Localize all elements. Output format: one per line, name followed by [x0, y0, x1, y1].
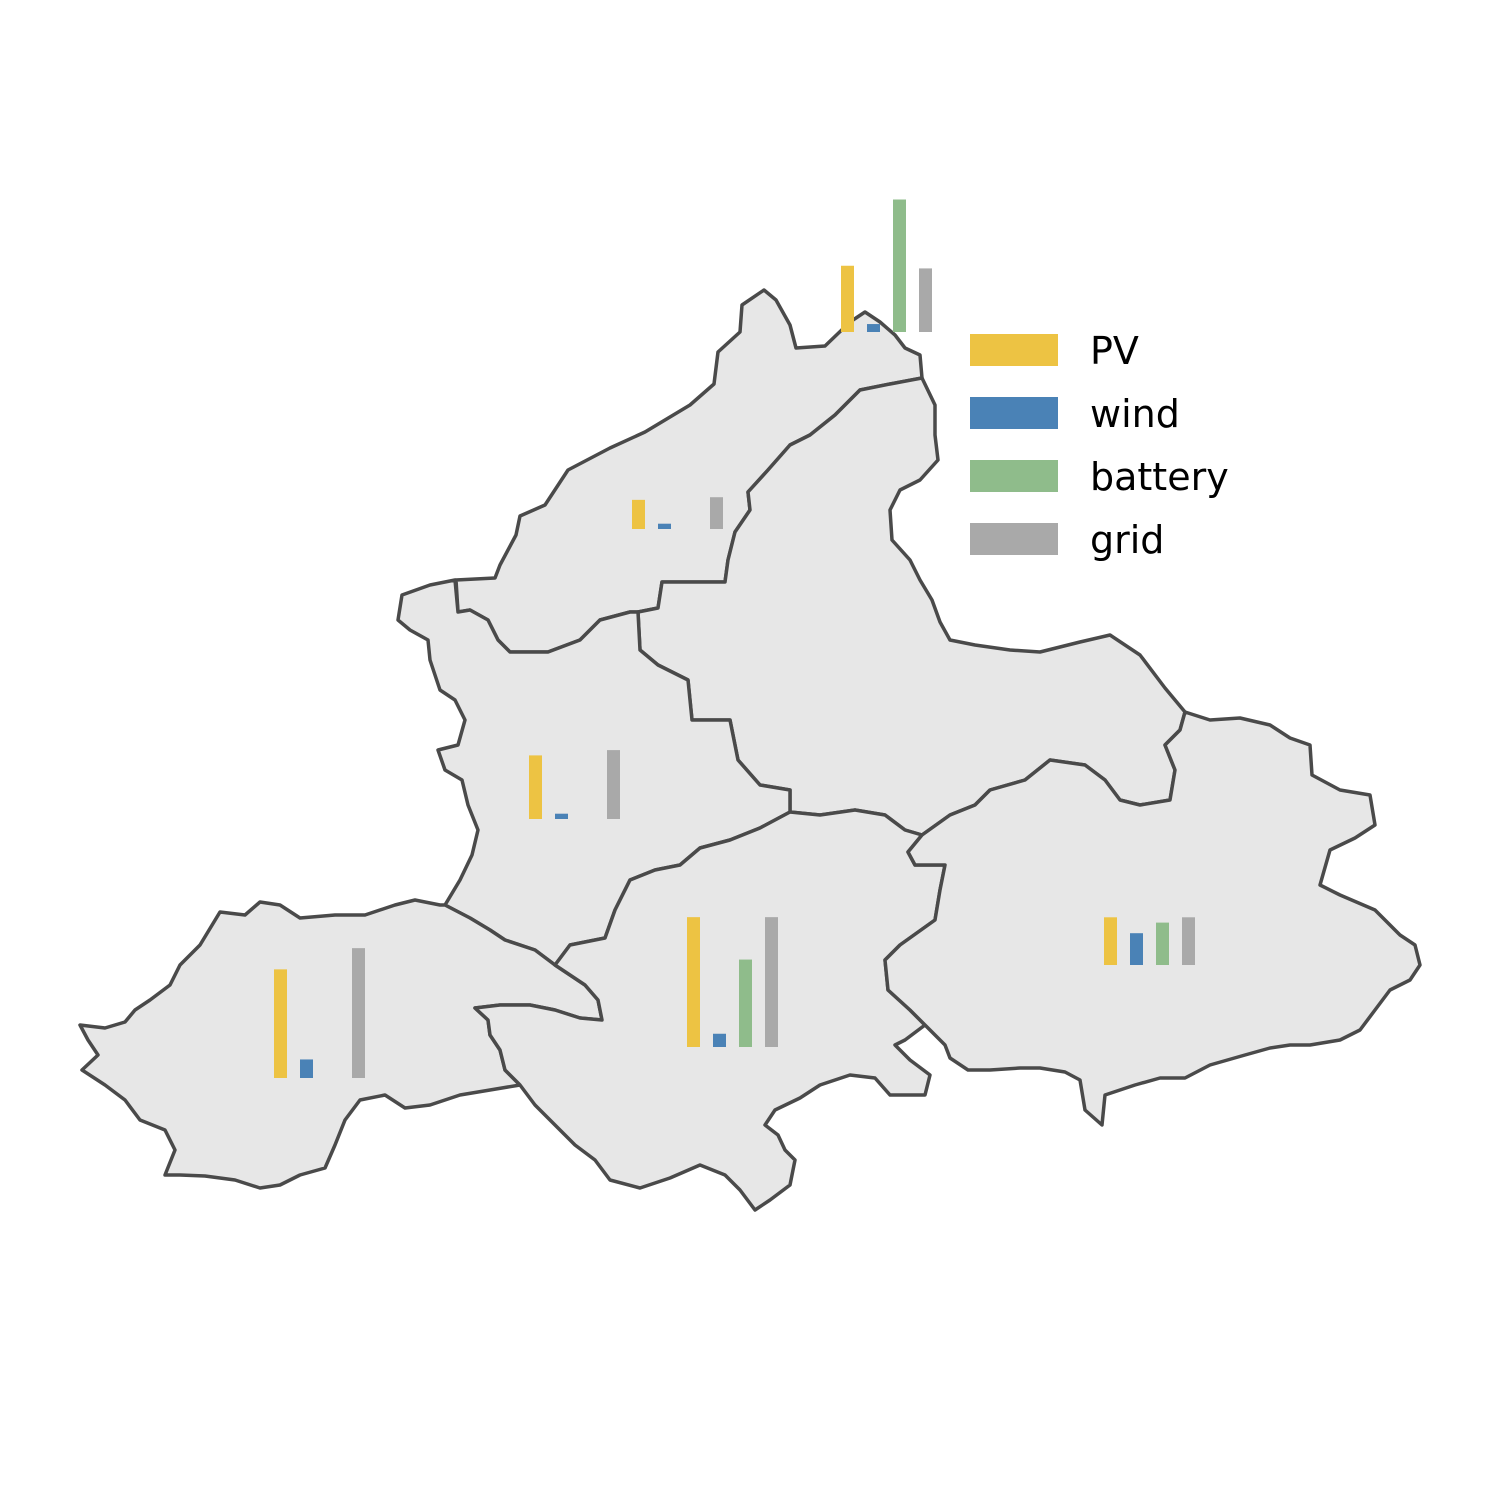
bar-south-central-pv [687, 917, 700, 1047]
bar-north-grid [710, 497, 723, 529]
legend: PV wind battery grid [970, 329, 1229, 562]
bar-east-battery [1156, 922, 1169, 965]
legend-label-wind: wind [1090, 392, 1180, 436]
legend-swatch-wind [970, 397, 1058, 429]
bar-south-central-grid [765, 917, 778, 1047]
bar-southwest-grid [352, 948, 365, 1078]
bar-central-west-grid [607, 750, 620, 819]
bar-central-west-wind [555, 813, 568, 819]
legend-label-pv: PV [1090, 329, 1139, 373]
bar-south-central-battery [739, 959, 752, 1047]
bar-south-central-wind [713, 1033, 726, 1047]
bar-northeast-pv [841, 265, 854, 332]
bar-east-wind [1130, 933, 1143, 965]
bar-east-grid [1182, 917, 1195, 965]
region-east [883, 710, 1422, 1127]
bar-northeast-battery [893, 199, 906, 332]
bar-north-pv [632, 499, 645, 529]
bar-southwest-wind [300, 1059, 313, 1078]
bar-east-pv [1104, 917, 1117, 965]
bar-north-wind [658, 523, 671, 529]
bar-southwest-pv [274, 969, 287, 1078]
legend-swatch-pv [970, 334, 1058, 366]
bar-groups [274, 199, 1195, 1078]
region-south-central [473, 808, 947, 1212]
bar-central-west-pv [529, 755, 542, 819]
legend-swatch-battery [970, 460, 1058, 492]
legend-swatch-grid [970, 523, 1058, 555]
legend-label-battery: battery [1090, 455, 1229, 499]
legend-label-grid: grid [1090, 518, 1164, 562]
bar-northeast-grid [919, 268, 932, 332]
bar-northeast-wind [867, 324, 880, 332]
